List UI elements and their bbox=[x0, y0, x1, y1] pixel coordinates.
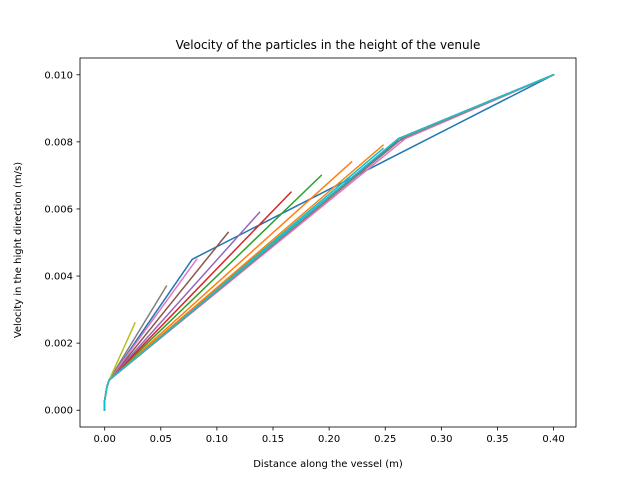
chart-title: Velocity of the particles in the height … bbox=[176, 38, 481, 52]
x-axis-label: Distance along the vessel (m) bbox=[253, 459, 403, 470]
x-tick-label: 0.00 bbox=[94, 434, 116, 445]
x-tick-label: 0.10 bbox=[206, 434, 228, 445]
y-axis-label: Velocity in the hight direction (m/s) bbox=[13, 162, 24, 338]
y-tick-label: 0.010 bbox=[44, 70, 73, 81]
x-tick-label: 0.30 bbox=[430, 434, 452, 445]
x-tick-label: 0.20 bbox=[318, 434, 340, 445]
x-tick-label: 0.35 bbox=[486, 434, 508, 445]
series-line-20 bbox=[103, 73, 555, 411]
axes-frame bbox=[79, 57, 577, 428]
x-tick-label: 0.15 bbox=[262, 434, 284, 445]
x-tick-label: 0.05 bbox=[150, 434, 172, 445]
x-axis-ticks: 0.00 0.05 0.10 0.15 0.20 0.25 0.30 0.35 0.40 bbox=[94, 427, 565, 445]
x-tick-label: 0.40 bbox=[542, 434, 564, 445]
y-tick-label: 0.000 bbox=[44, 406, 73, 417]
y-tick-label: 0.004 bbox=[44, 272, 73, 283]
y-tick-label: 0.002 bbox=[44, 339, 73, 350]
plot-area bbox=[103, 73, 555, 411]
x-tick-label: 0.25 bbox=[374, 434, 396, 445]
y-tick-label: 0.006 bbox=[44, 204, 73, 215]
y-axis-ticks: 0.000 0.002 0.004 0.006 0.008 0.010 bbox=[44, 70, 80, 417]
y-tick-label: 0.008 bbox=[44, 137, 73, 148]
